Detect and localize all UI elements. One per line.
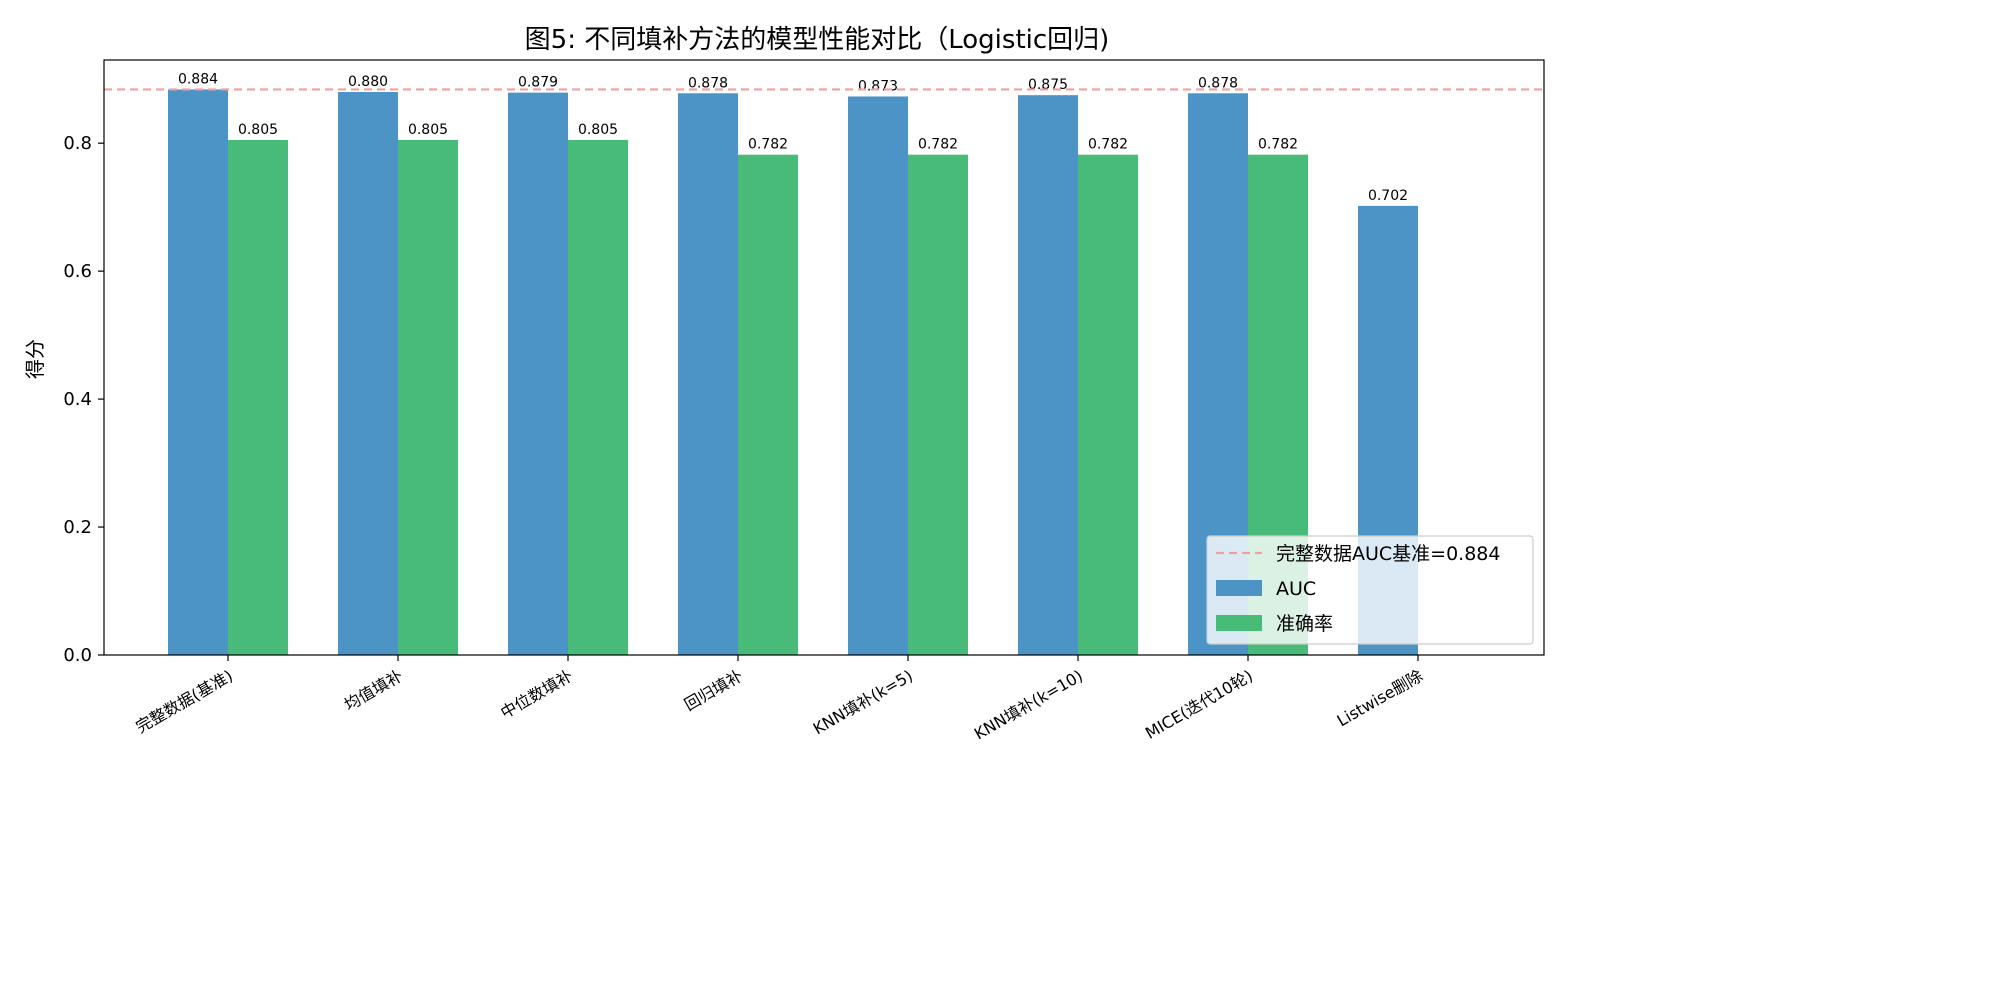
legend-reference-label: 完整数据AUC基准=0.884 [1276,543,1500,565]
value-label-accuracy-3: 0.782 [748,137,788,153]
legend-accuracy-label: 准确率 [1276,613,1333,635]
value-label-accuracy-1: 0.805 [408,122,448,138]
value-label-accuracy-2: 0.805 [578,122,618,138]
chart-title: 图5: 不同填补方法的模型性能对比（Logistic回归) [525,25,1110,55]
x-tick-label-3: 回归填补 [681,666,746,714]
y-tick-label-3: 0.6 [63,261,92,282]
value-label-accuracy-0: 0.805 [238,122,278,138]
bar-auc-2 [508,92,568,656]
y-tick-label-2: 0.4 [63,389,92,410]
legend-auc-swatch [1216,580,1262,596]
value-label-auc-7: 0.702 [1368,188,1408,204]
y-tick-label-0: 0.0 [63,645,92,666]
bar-auc-4 [848,96,908,655]
value-label-auc-6: 0.878 [1198,75,1238,91]
x-tick-label-0: 完整数据(基准) [133,666,236,737]
y-axis-label: 得分 [23,339,47,379]
chart: 图5: 不同填补方法的模型性能对比（Logistic回归) 得分 0.884 0.… [23,25,1545,743]
bar-accuracy-3 [738,154,798,655]
x-tick-label-4: KNN填补(k=5) [810,666,916,738]
value-label-auc-4: 0.873 [858,78,898,94]
bar-accuracy-4 [908,154,968,655]
bar-auc-0 [168,89,228,655]
bar-accuracy-5 [1078,154,1138,655]
y-tick-label-1: 0.2 [63,517,92,538]
bar-auc-1 [338,91,398,655]
legend-box [1206,535,1534,645]
y-tick-label-4: 0.8 [63,133,92,154]
legend-accuracy-swatch [1216,615,1262,631]
value-label-accuracy-4: 0.782 [918,137,958,153]
bar-auc-5 [1018,95,1078,655]
value-label-auc-5: 0.875 [1028,77,1068,93]
x-tick-label-2: 中位数填补 [497,666,576,722]
value-label-accuracy-6: 0.782 [1258,137,1298,153]
x-tick-label-6: MICE(迭代10轮) [1142,666,1256,743]
value-label-accuracy-5: 0.782 [1088,137,1128,153]
value-label-auc-2: 0.879 [518,75,558,91]
value-label-auc-0: 0.884 [178,71,218,87]
legend: 完整数据AUC基准=0.884 AUC 准确率 [1206,535,1534,645]
x-tick-label-5: KNN填补(k=10) [971,666,1086,743]
bar-accuracy-1 [398,139,458,655]
bar-accuracy-0 [228,139,288,655]
legend-auc-label: AUC [1276,578,1316,600]
bar-auc-3 [678,93,738,656]
x-tick-label-1: 均值填补 [341,666,406,714]
bar-accuracy-2 [568,139,628,655]
axes-frame [103,59,1545,656]
value-label-auc-1: 0.880 [348,74,388,90]
x-tick-label-7: Listwise删除 [1334,666,1426,730]
value-label-auc-3: 0.878 [688,75,728,91]
